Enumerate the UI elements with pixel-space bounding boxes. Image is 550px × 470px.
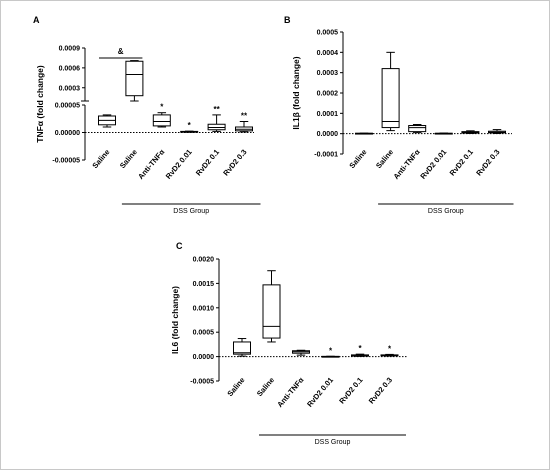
y-tick-label: 0.00000 [55,130,80,137]
category-label: RvD2 0.1 [448,148,475,178]
category-label: Saline [90,148,111,171]
category-label: Anti-TNFα [392,147,422,181]
box [152,114,171,127]
category-label: Saline [255,376,276,399]
y-tick-label: 0.0015 [193,281,215,288]
significance-marker: * [188,121,192,130]
y-axis-label: TNFα (fold change) [35,65,45,143]
category-label: RvD2 0.3 [367,376,394,406]
box [262,284,281,339]
category-label: Anti-TNFα [275,375,305,409]
category-label: RvD2 0.3 [474,148,501,178]
category-label: RvD2 0.01 [164,148,194,181]
y-tick-label: 0.0020 [193,257,215,264]
y-tick-label: 0.0003 [59,85,81,92]
y-tick-label: 0.0010 [193,305,215,312]
category-label: RvD2 0.01 [305,376,335,409]
category-label: RvD2 0.3 [221,148,248,178]
panel-letter: B [284,15,291,25]
significance-bracket-label: & [118,47,124,56]
box [207,123,226,131]
y-tick-label: -0.0005 [190,379,214,386]
y-tick-label: 0.0002 [317,91,339,98]
box [125,60,144,97]
panel-letter: C [176,241,183,251]
group-label: DSS Group [428,208,464,215]
category-label: Saline [118,148,139,171]
significance-marker: * [329,346,333,355]
y-axis-label: IL1β (fold change) [291,56,301,129]
y-tick-label: -0.0001 [314,152,338,159]
category-label: RvD2 0.1 [194,148,221,178]
group-label: DSS Group [173,208,209,215]
significance-marker: * [358,344,362,353]
y-tick-label: 0.00005 [55,103,80,110]
category-label: RvD2 0.01 [418,148,448,181]
y-axis-label: IL6 (fold change) [170,286,180,354]
y-tick-label: 0.0003 [317,70,339,77]
y-tick-label: 0.0009 [59,46,81,53]
y-tick-label: -0.00005 [52,158,80,165]
y-tick-label: 0.0000 [193,354,215,361]
box [408,125,427,133]
category-label: RvD2 0.1 [337,376,364,406]
category-label: Anti-TNFα [136,147,166,181]
y-tick-label: 0.0005 [193,330,215,337]
significance-marker: ** [213,105,220,114]
box [381,68,400,129]
y-tick-label: 0.0005 [317,30,339,37]
box [233,341,251,355]
category-label: Saline [347,148,368,171]
significance-marker: * [160,103,164,112]
significance-marker: * [388,344,392,353]
category-label: Saline [225,376,246,399]
group-label: DSS Group [315,439,351,446]
panel-letter: A [33,15,40,25]
y-tick-label: 0.0000 [317,131,339,138]
significance-marker: ** [241,112,248,121]
category-label: Saline [374,148,395,171]
y-tick-label: 0.0004 [317,50,339,57]
y-tick-label: 0.0006 [59,65,81,72]
y-tick-label: 0.0001 [317,111,339,118]
